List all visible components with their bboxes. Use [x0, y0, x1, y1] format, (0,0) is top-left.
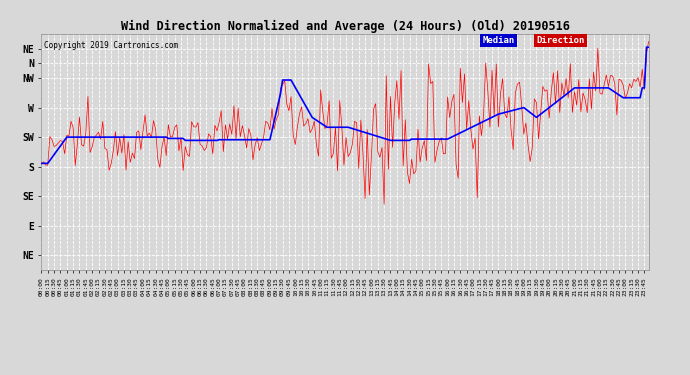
Text: Copyright 2019 Cartronics.com: Copyright 2019 Cartronics.com: [44, 41, 179, 50]
Title: Wind Direction Normalized and Average (24 Hours) (Old) 20190516: Wind Direction Normalized and Average (2…: [121, 20, 569, 33]
Text: Direction: Direction: [536, 36, 584, 45]
Text: Median: Median: [482, 36, 515, 45]
